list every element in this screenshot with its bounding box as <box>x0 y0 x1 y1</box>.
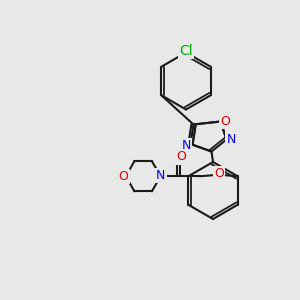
Text: N: N <box>181 139 191 152</box>
Text: N: N <box>226 133 236 146</box>
Text: O: O <box>214 167 224 180</box>
Text: O: O <box>119 170 129 183</box>
Text: O: O <box>176 150 186 163</box>
Text: O: O <box>220 115 230 128</box>
Text: N: N <box>156 169 165 182</box>
Text: Cl: Cl <box>179 44 193 58</box>
